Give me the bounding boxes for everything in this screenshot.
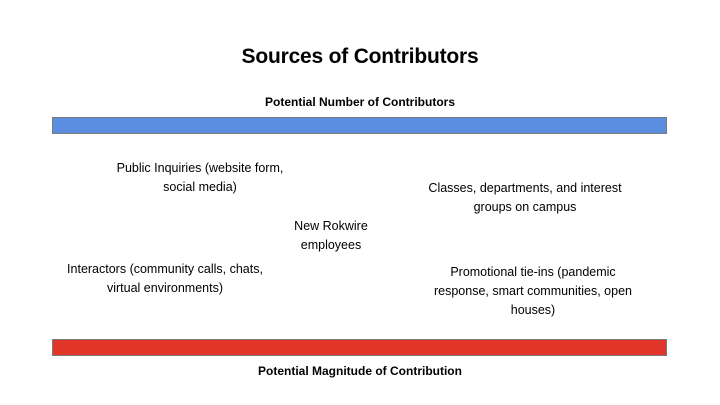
slide-title: Sources of Contributors xyxy=(241,45,479,68)
item-new-rokwire-employees: New Rokwire employees xyxy=(294,219,368,252)
top-axis-label: Potential Number of Contributors xyxy=(265,95,455,109)
item-promotional-tie-ins: Promotional tie-ins (pandemic response, … xyxy=(433,265,632,317)
magnitude-of-contribution-bar xyxy=(52,339,667,356)
item-interactors: Interactors (community calls, chats, vir… xyxy=(67,262,263,295)
item-public-inquiries: Public Inquiries (website form, social m… xyxy=(116,161,284,194)
item-classes-departments: Classes, departments, and interest group… xyxy=(428,181,622,214)
bottom-axis-label: Potential Magnitude of Contribution xyxy=(258,364,462,378)
number-of-contributors-bar xyxy=(52,117,667,134)
